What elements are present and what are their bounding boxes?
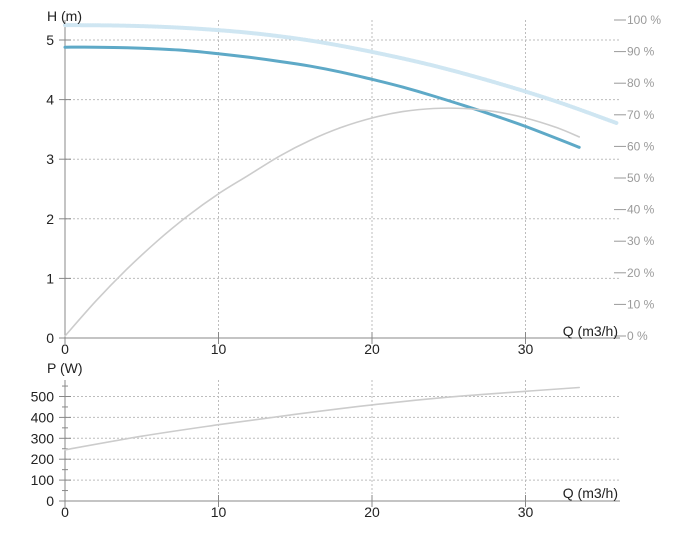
efficiency-tick-label: 10 % (627, 297, 655, 311)
power-curve (64, 386, 580, 451)
head-x-tick-label: 10 (211, 341, 227, 357)
max-head-curve (63, 23, 620, 126)
head-y-tick-label: 1 (46, 270, 54, 286)
head-y-tick-label: 2 (46, 211, 54, 227)
head-x-axis-title: Q (m3/h) (563, 323, 618, 339)
head-curve (63, 45, 581, 149)
power-y-tick-label: 0 (46, 493, 54, 509)
power-axis-title: P (W) (47, 360, 83, 376)
power-tick-labels: 0 100 200 300 400 500 0 10 20 30 (31, 389, 534, 521)
efficiency-tick-label: 60 % (627, 139, 655, 153)
head-tick-labels: 0 1 2 3 4 5 0 10 20 30 0 % 10 % 20 % 30 % 40 % 50 % 60 %… (46, 13, 661, 357)
head-series (63, 23, 620, 337)
efficiency-tick-label: 0 % (627, 329, 648, 343)
power-x-tick-label: 0 (61, 504, 69, 520)
head-y-tick-label: 0 (46, 330, 54, 346)
efficiency-tick-label: 50 % (627, 171, 655, 185)
head-axes (59, 19, 626, 344)
efficiency-tick-label: 70 % (627, 108, 655, 122)
head-axis-title: H (m) (47, 8, 82, 24)
head-y-tick-label: 3 (46, 151, 54, 167)
power-y-tick-label: 400 (31, 409, 55, 425)
efficiency-tick-label: 80 % (627, 76, 655, 90)
efficiency-tick-label: 30 % (627, 234, 655, 248)
head-efficiency-panel: 0 1 2 3 4 5 0 10 20 30 0 % 10 % 20 % 30 % 40 % 50 % 60 %… (46, 8, 661, 357)
power-x-tick-label: 30 (518, 504, 534, 520)
power-axes (59, 380, 620, 507)
head-x-tick-label: 30 (518, 341, 534, 357)
power-y-tick-label: 300 (31, 430, 55, 446)
head-y-tick-label: 4 (46, 92, 54, 108)
power-y-tick-label: 100 (31, 472, 55, 488)
power-x-tick-label: 20 (364, 504, 380, 520)
power-y-tick-label: 500 (31, 389, 55, 405)
head-y-tick-label: 5 (46, 32, 54, 48)
power-x-tick-label: 10 (211, 504, 227, 520)
power-panel: 0 100 200 300 400 500 0 10 20 30 P (W) Q (m3/h) (31, 360, 620, 520)
power-y-tick-label: 200 (31, 451, 55, 467)
power-x-axis-title: Q (m3/h) (563, 485, 618, 501)
head-x-tick-label: 0 (61, 341, 69, 357)
head-x-tick-label: 20 (364, 341, 380, 357)
power-series (64, 386, 580, 451)
efficiency-tick-label: 90 % (627, 45, 655, 59)
power-grid (65, 380, 620, 501)
efficiency-tick-label: 20 % (627, 266, 655, 280)
head-grid (65, 20, 620, 338)
efficiency-tick-label: 40 % (627, 203, 655, 217)
efficiency-curve (64, 107, 580, 337)
efficiency-tick-label: 100 % (627, 13, 661, 27)
